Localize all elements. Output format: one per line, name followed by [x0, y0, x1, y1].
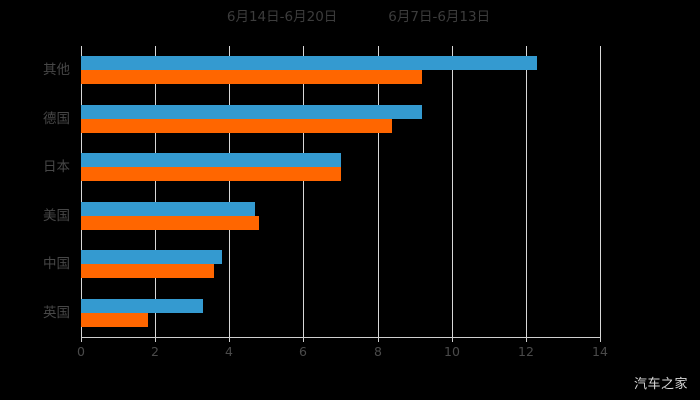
bar-series-2[interactable]: [81, 216, 259, 230]
x-axis-tick-label-3: 4: [225, 344, 233, 359]
x-axis-tick-label-1: 0: [77, 344, 85, 359]
bar-series-1[interactable]: [81, 250, 222, 264]
y-axis-labels: 其他德国日本美国中国英国: [0, 46, 700, 337]
y-axis-label-3: 日本: [43, 159, 70, 175]
legend-label-series-1: 6月14日-6月20日: [226, 9, 338, 25]
chart-legend: 6月14日-6月20日 6月7日-6月13日: [0, 4, 700, 30]
gridline: [452, 46, 453, 337]
x-axis-tick-label-2: 2: [151, 344, 159, 359]
square-marker-icon: [371, 12, 381, 22]
x-axis-tick: [452, 337, 453, 342]
legend-label-series-2: 6月7日-6月13日: [388, 9, 491, 25]
plot-area: [81, 46, 601, 337]
x-axis-tick: [378, 337, 379, 342]
x-axis-tick: [526, 337, 527, 342]
y-axis-label-6: 英国: [43, 305, 70, 321]
x-axis-line: [81, 337, 600, 338]
legend-item-series-2[interactable]: 6月7日-6月13日: [371, 10, 490, 24]
gridline: [81, 46, 82, 337]
x-axis-tick: [155, 337, 156, 342]
gridline: [229, 46, 230, 337]
x-axis-tick: [81, 337, 82, 342]
x-axis-tick: [600, 337, 601, 342]
bar-series-2[interactable]: [81, 264, 214, 278]
y-axis-label-2: 德国: [43, 111, 70, 127]
bar-series-1[interactable]: [81, 299, 203, 313]
bar-series-2[interactable]: [81, 313, 148, 327]
gridline: [600, 46, 601, 337]
bar-series-1[interactable]: [81, 105, 422, 119]
x-axis-tick-label-5: 8: [374, 344, 382, 359]
bar-series-2[interactable]: [81, 119, 392, 133]
gridline: [526, 46, 527, 337]
x-axis-tick: [229, 337, 230, 342]
watermark: 汽车之家: [633, 377, 688, 392]
bar-series-2[interactable]: [81, 70, 422, 84]
x-axis-ticks: 0 2 4 6 8 10 12 14: [77, 337, 608, 367]
bar-series-1[interactable]: [81, 202, 255, 216]
gridline: [378, 46, 379, 337]
bar-series-2[interactable]: [81, 167, 341, 181]
bar-series-1[interactable]: [81, 153, 341, 167]
x-axis-tick: [303, 337, 304, 342]
circle-marker-icon: [210, 12, 220, 22]
legend-item-series-1[interactable]: 6月14日-6月20日: [210, 10, 337, 24]
gridline: [303, 46, 304, 337]
x-axis-tick-label-8: 14: [592, 344, 608, 359]
x-axis-tick-label-6: 10: [444, 344, 460, 359]
y-axis-label-4: 美国: [43, 208, 70, 224]
bar-series-1[interactable]: [81, 56, 537, 70]
gridline: [155, 46, 156, 337]
x-axis-tick-label-7: 12: [518, 344, 534, 359]
y-axis-label-1: 其他: [43, 62, 70, 78]
x-axis-tick-label-4: 6: [299, 344, 307, 359]
y-axis-label-5: 中国: [43, 256, 70, 272]
